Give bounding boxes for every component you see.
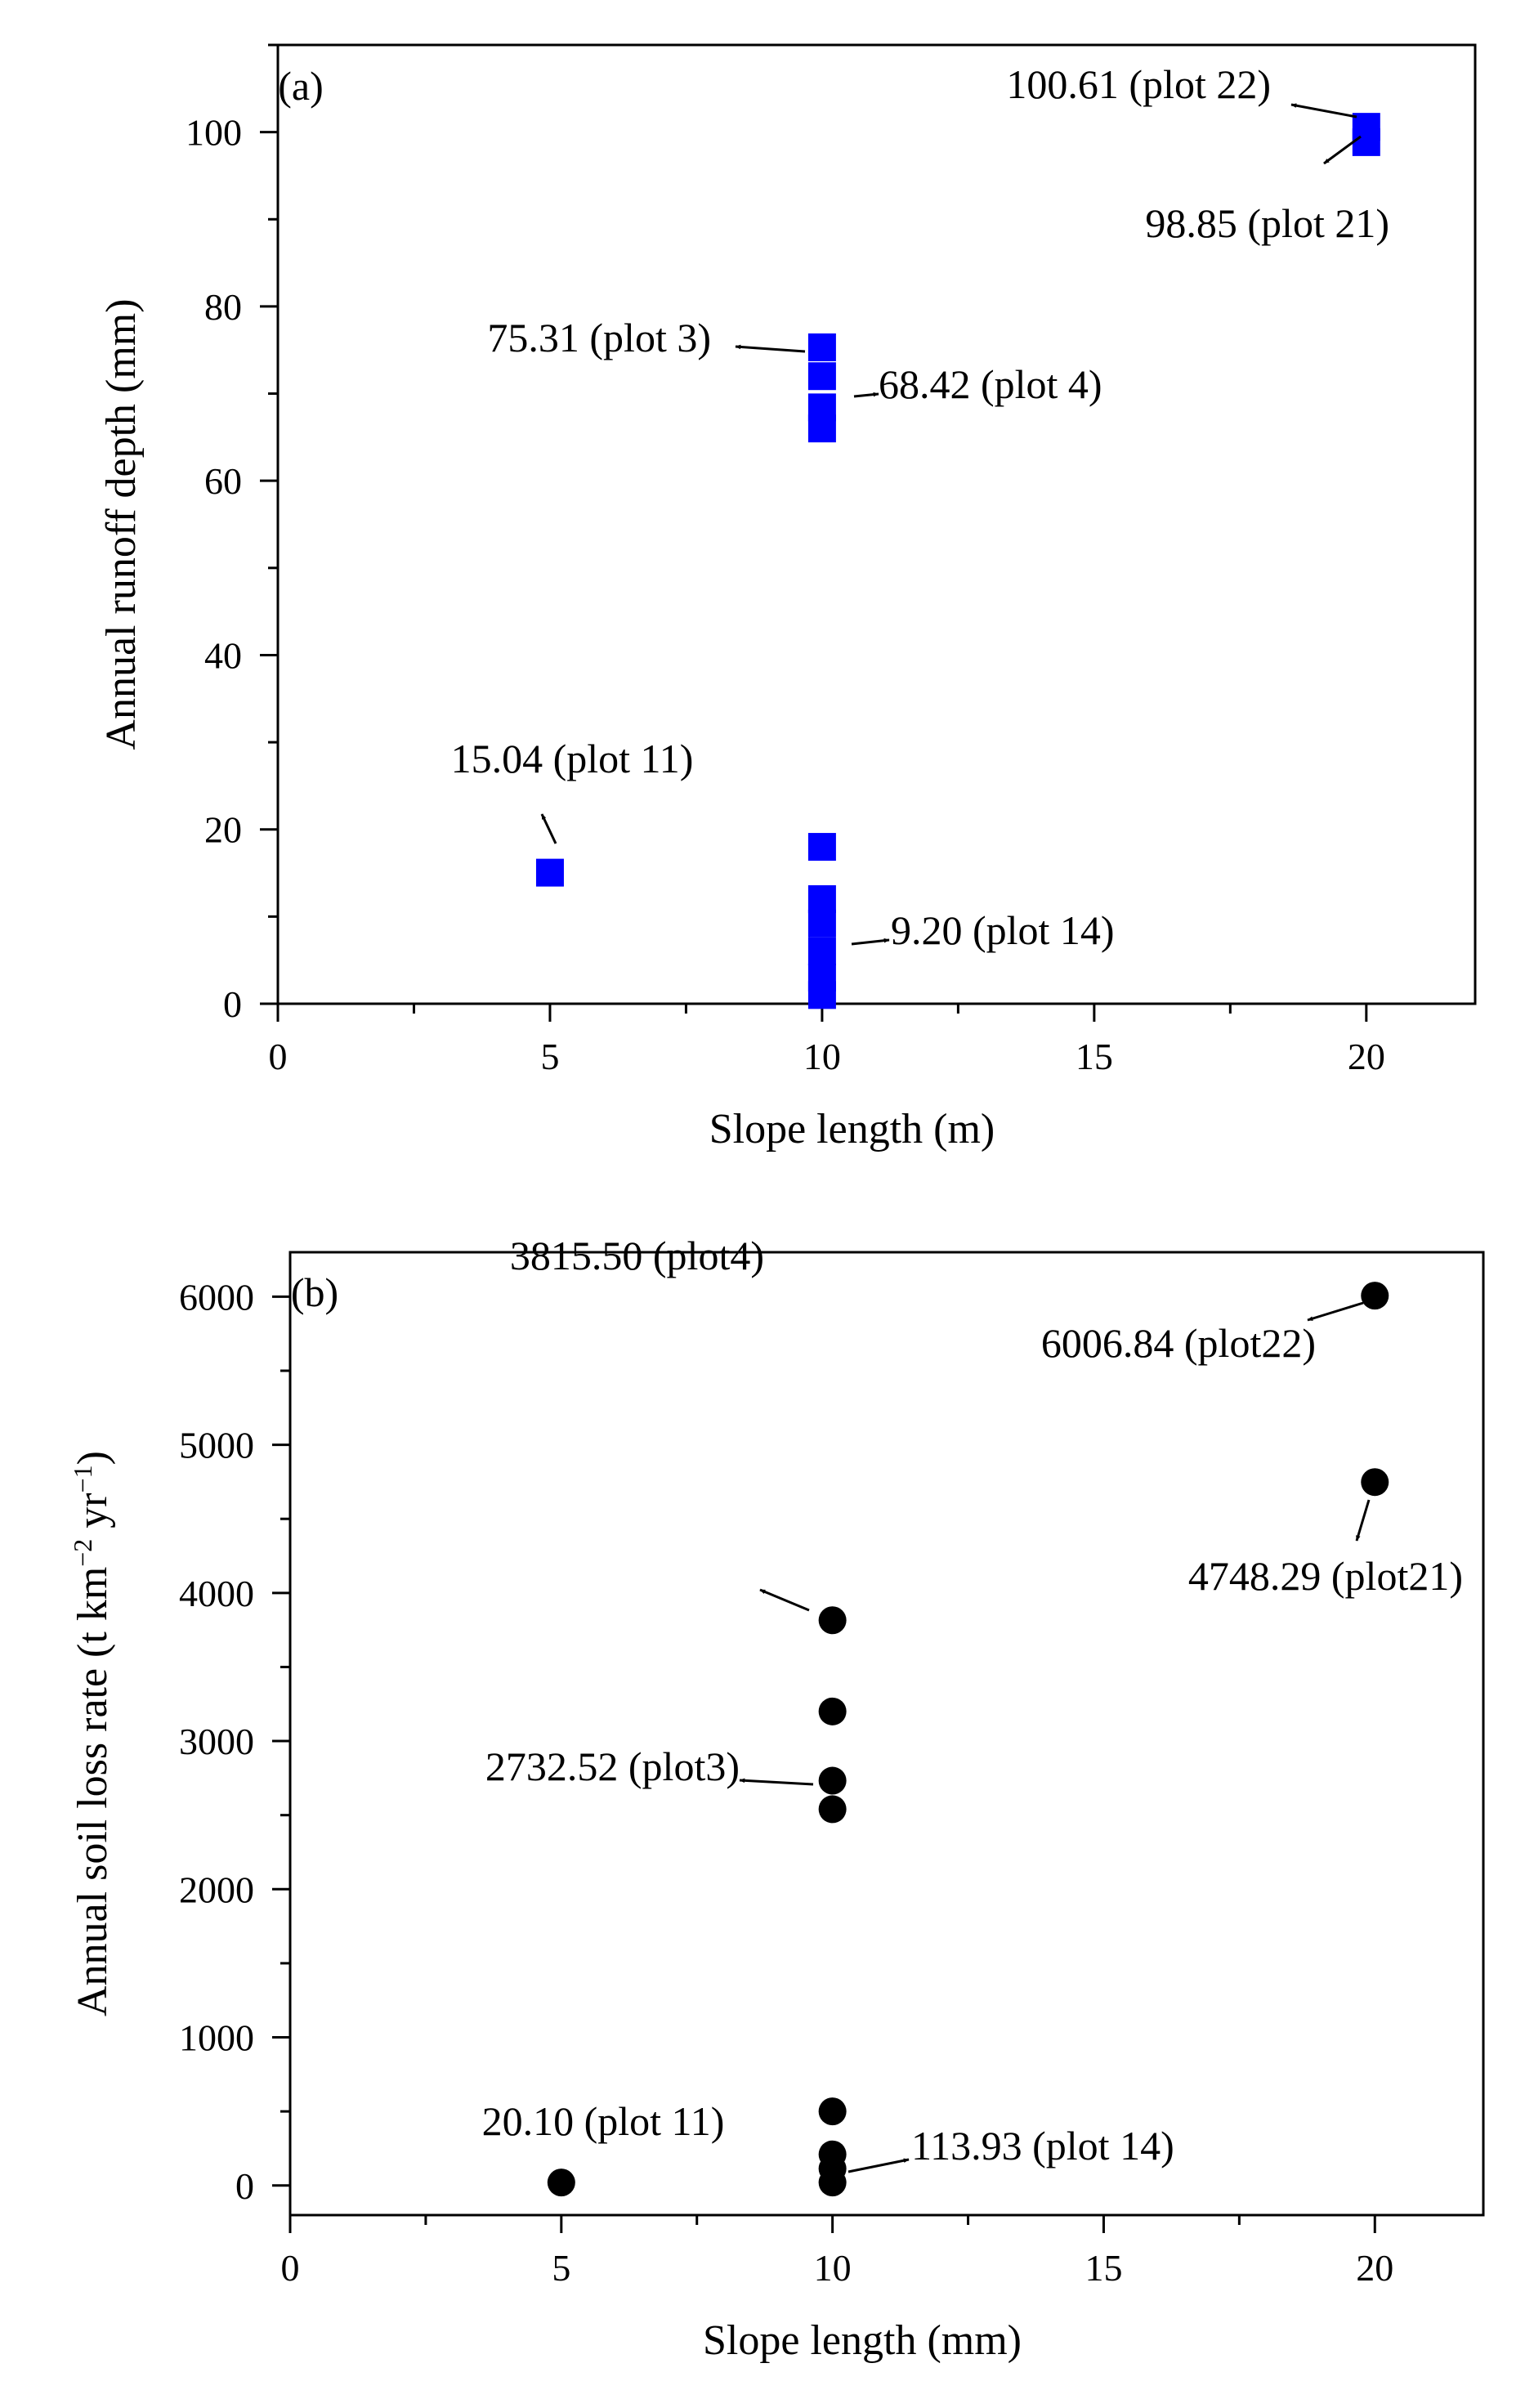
- x-tick-label: 15: [1085, 2247, 1122, 2289]
- x-tick-label: 0: [269, 1036, 288, 1077]
- panel-label: (a): [278, 63, 324, 109]
- annotation-label: 98.85 (plot 21): [1145, 200, 1389, 246]
- annotation-arrow: [1290, 103, 1357, 119]
- annotation-label: 2732.52 (plot3): [485, 1743, 740, 1789]
- annotation-label: 6006.84 (plot22): [1041, 1320, 1316, 1366]
- x-tick-label: 5: [552, 2247, 570, 2289]
- x-tick-label: 20: [1348, 1036, 1385, 1077]
- data-point: [1361, 1282, 1389, 1310]
- y-tick-label: 40: [204, 634, 242, 676]
- data-point: [818, 1697, 847, 1725]
- y-axis-label: Annual soil loss rate (t km−2 yr−1): [68, 1451, 116, 2016]
- annotation-arrow: [851, 938, 890, 946]
- annotation-arrow: [739, 1778, 814, 1786]
- data-point: [807, 909, 836, 938]
- annotation-arrow: [759, 1588, 810, 1612]
- x-tick-label: 10: [803, 1036, 841, 1077]
- annotation-label: 20.10 (plot 11): [482, 2098, 725, 2144]
- x-tick-label: 15: [1076, 1036, 1113, 1077]
- x-tick-label: 20: [1356, 2247, 1393, 2289]
- data-point: [807, 833, 836, 862]
- y-tick-label: 0: [223, 983, 242, 1025]
- y-tick-label: 1000: [179, 2017, 254, 2059]
- y-tick-label: 20: [204, 809, 242, 851]
- x-tick-label: 0: [281, 2247, 300, 2289]
- y-axis-label-superscript: −2: [68, 1539, 97, 1567]
- annotation-arrow: [735, 344, 806, 353]
- annotation-label: 113.93 (plot 14): [911, 2123, 1174, 2169]
- y-axis-label: Annual runoff depth (mm): [98, 298, 145, 750]
- chart-panel-a: 0 5 10 15 20 0 20 40 60 80 100 Slope length (m) Annu…: [98, 43, 1477, 1153]
- y-axis-label-part: Annual soil loss rate (t km: [69, 1567, 116, 2016]
- plot-frame: [288, 1251, 1485, 2217]
- y-axis-label-superscript: −1: [68, 1465, 97, 1493]
- data-point: [818, 1606, 847, 1635]
- y-tick-label: 6000: [179, 1276, 254, 1318]
- annotation-label: 68.42 (plot 4): [879, 361, 1102, 407]
- x-tick-label: 10: [814, 2247, 852, 2289]
- annotation-label: 100.61 (plot 22): [1006, 61, 1271, 107]
- annotation-arrow: [1323, 135, 1362, 165]
- data-point: [818, 2097, 847, 2126]
- x-axis-label: Slope length (m): [709, 1106, 995, 1153]
- y-tick-label: 0: [235, 2165, 254, 2207]
- y-tick-label: 80: [204, 286, 242, 328]
- annotation-label: 15.04 (plot 11): [451, 736, 694, 781]
- data-point: [1352, 113, 1380, 141]
- chart-panel-b: 0 5 10 15 20 0 1000 2000 3000 4000 5000 6000 Slope l…: [68, 1233, 1485, 2364]
- annotation-label: 4748.29 (plot21): [1188, 1553, 1463, 1599]
- annotation-label: 9.20 (plot 14): [891, 907, 1115, 953]
- y-tick-label: 5000: [179, 1425, 254, 1466]
- annotation-arrow: [1355, 1499, 1371, 1542]
- data-point: [807, 938, 836, 966]
- y-tick-label: 3000: [179, 1721, 254, 1762]
- plot-frame: [276, 43, 1477, 1005]
- data-point: [547, 2169, 575, 2197]
- y-tick-label: 2000: [179, 1869, 254, 1910]
- x-tick-label: 5: [540, 1036, 559, 1077]
- annotation-label: 3815.50 (plot4): [510, 1233, 764, 1278]
- annotation-arrow: [853, 392, 879, 398]
- data-point: [818, 2169, 847, 2197]
- data-point: [807, 362, 836, 391]
- data-point: [807, 333, 836, 361]
- panel-label: (b): [291, 1269, 338, 1315]
- y-axis-label-part: yr: [69, 1493, 116, 1538]
- data-point: [807, 885, 836, 914]
- annotation-arrow: [848, 2158, 910, 2173]
- y-axis-label-part: ): [69, 1451, 116, 1465]
- y-tick-label: 100: [186, 112, 242, 154]
- x-axis-label: Slope length (mm): [703, 2317, 1022, 2364]
- data-point: [818, 1766, 847, 1795]
- annotation-arrow: [1307, 1301, 1364, 1322]
- y-tick-label: 60: [204, 460, 242, 502]
- data-point: [1361, 1468, 1389, 1497]
- data-point: [807, 414, 836, 443]
- annotation-label: 75.31 (plot 3): [487, 315, 711, 360]
- data-point: [807, 981, 836, 1009]
- data-point: [535, 858, 564, 887]
- annotation-arrow: [540, 813, 557, 844]
- y-tick-label: 4000: [179, 1573, 254, 1614]
- data-point: [818, 1795, 847, 1824]
